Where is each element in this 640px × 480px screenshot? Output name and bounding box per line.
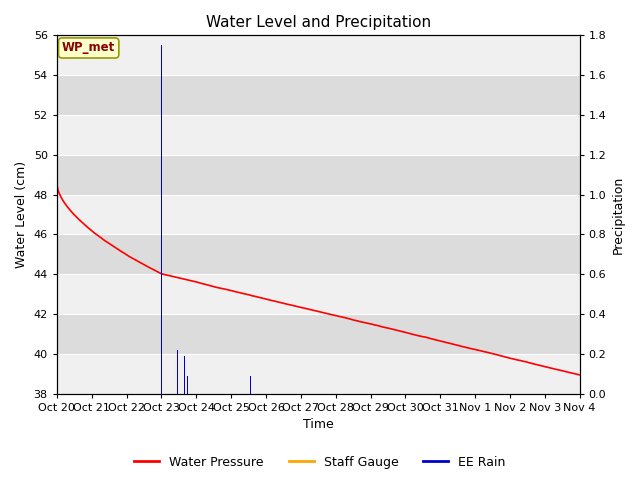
Title: Water Level and Precipitation: Water Level and Precipitation [205,15,431,30]
Bar [161,45,162,394]
Y-axis label: Precipitation: Precipitation [612,176,625,254]
Bar [57,354,580,394]
Bar [187,376,188,394]
Bar [57,314,580,354]
Bar [177,350,178,394]
X-axis label: Time: Time [303,419,333,432]
Bar [57,115,580,155]
Text: WP_met: WP_met [62,41,115,54]
Bar [250,376,251,394]
Y-axis label: Water Level (cm): Water Level (cm) [15,161,28,268]
Bar [57,275,580,314]
Bar [57,155,580,195]
Bar [57,195,580,235]
Legend: Water Pressure, Staff Gauge, EE Rain: Water Pressure, Staff Gauge, EE Rain [129,451,511,474]
Bar [57,75,580,115]
Bar [57,36,580,75]
Bar [57,235,580,275]
